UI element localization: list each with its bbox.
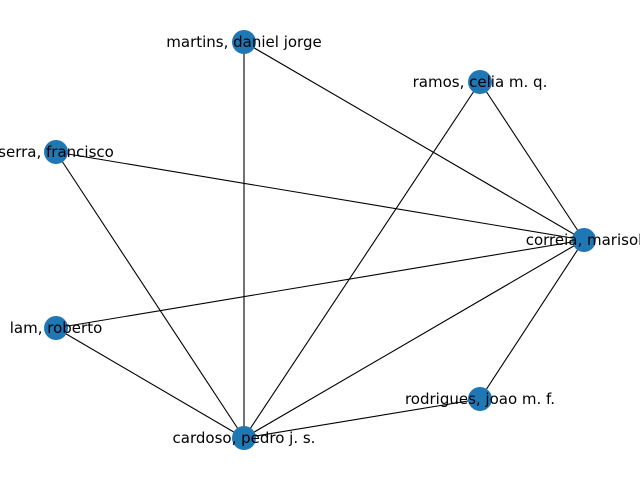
node-label-lam: lam, roberto	[10, 319, 103, 337]
node-label-cardoso: cardoso, pedro j. s.	[173, 429, 316, 447]
edge-serra-cardoso	[55, 151, 245, 439]
node-ramos	[468, 70, 492, 94]
nodes-layer	[44, 30, 596, 450]
node-martins	[232, 30, 256, 54]
edge-martins-correia	[243, 41, 585, 241]
node-lam	[44, 316, 68, 340]
edge-rodrigues-cardoso	[243, 398, 481, 439]
edge-lam-cardoso	[55, 327, 245, 439]
edge-ramos-correia	[479, 81, 585, 241]
node-label-martins: martins, daniel jorge	[166, 33, 321, 51]
labels-layer: martins, daniel jorge ramos, celia m. q. s…	[0, 33, 640, 447]
node-label-correia: correia, marisol	[526, 231, 640, 249]
edge-correia-cardoso	[243, 239, 585, 439]
node-correia	[572, 228, 596, 252]
node-label-serra: serra, francisco	[0, 143, 114, 161]
node-label-ramos: ramos, celia m. q.	[413, 73, 548, 91]
edge-correia-lam	[55, 239, 585, 329]
edge-correia-rodrigues	[479, 239, 585, 400]
node-label-rodrigues: rodrigues, joao m. f.	[405, 390, 555, 408]
node-serra	[44, 140, 68, 164]
node-rodrigues	[468, 387, 492, 411]
edges-layer	[55, 41, 585, 439]
edge-ramos-cardoso	[243, 81, 481, 439]
edge-serra-correia	[55, 151, 585, 241]
node-cardoso	[232, 426, 256, 450]
